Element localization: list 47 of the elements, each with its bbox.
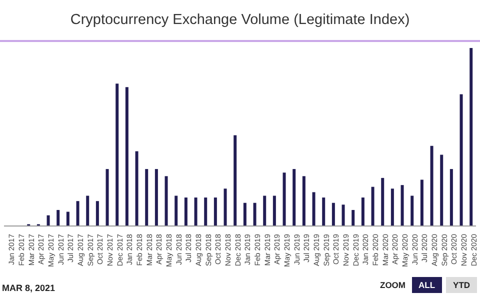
bar: [420, 180, 424, 226]
bar: [194, 198, 198, 226]
bar: [116, 84, 119, 226]
bar: [460, 94, 463, 226]
zoom-controls: ZOOM ALL YTD: [380, 277, 478, 293]
bar: [381, 178, 384, 226]
bar: [46, 215, 50, 226]
bar: [234, 135, 237, 226]
bar: [322, 198, 326, 226]
bar: [253, 202, 256, 226]
bar: [154, 169, 158, 226]
bar: [361, 198, 364, 226]
chart-title: Cryptocurrency Exchange Volume (Legitimate Index): [69, 11, 411, 30]
bar: [302, 176, 306, 226]
bar: [430, 146, 434, 226]
bar: [86, 196, 90, 226]
bar: [390, 188, 394, 226]
bar: [66, 212, 70, 226]
bar: [410, 196, 414, 226]
bar: [145, 169, 148, 226]
bar: [135, 151, 138, 226]
bar: [292, 169, 296, 226]
bar: [470, 48, 473, 226]
bar: [56, 210, 60, 226]
bar: [263, 196, 266, 226]
bar: [352, 210, 355, 226]
bar: [174, 196, 178, 226]
bar: [96, 201, 99, 226]
bar: [164, 176, 168, 226]
bar: [332, 202, 335, 226]
bar: [282, 172, 286, 226]
bar: [184, 198, 188, 226]
text: MAR 8, 2021: [2, 283, 56, 293]
bar: [125, 87, 128, 226]
bar: [342, 204, 345, 226]
bar: [440, 154, 444, 226]
bar: [224, 188, 227, 226]
bar: [243, 202, 246, 226]
bar: [312, 192, 316, 226]
bar: [76, 201, 80, 226]
bar: [204, 198, 208, 226]
bar: [214, 198, 217, 226]
bar: [371, 186, 374, 226]
bar: [400, 185, 404, 226]
bar: [272, 196, 276, 226]
bar: [106, 169, 109, 226]
bar: [450, 169, 453, 226]
